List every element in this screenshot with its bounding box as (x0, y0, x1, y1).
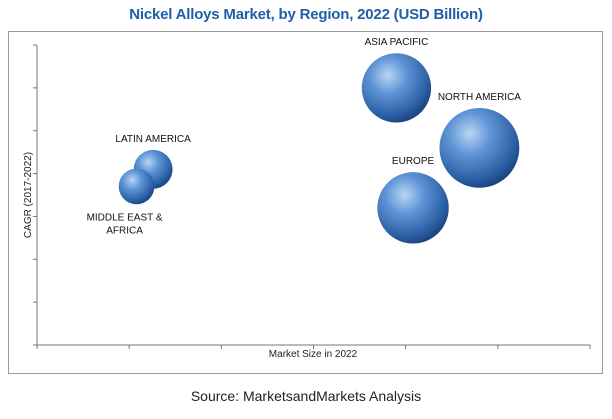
bubble-label: EUROPE (392, 156, 435, 167)
bubble-europe (377, 172, 449, 244)
source-note: Source: MarketsandMarkets Analysis (190, 388, 422, 404)
bubble-middle-east-africa (118, 168, 155, 205)
chart-frame (8, 31, 603, 374)
bubble-label: MIDDLE EAST & AFRICA (87, 212, 163, 236)
bubble-asia-pacific (361, 53, 432, 123)
x-axis-label: Market Size in 2022 (269, 349, 358, 360)
bubbles-group (118, 53, 520, 244)
bubble-label: NORTH AMERICA (438, 92, 521, 103)
bubble-label: ASIA PACIFIC (365, 37, 429, 48)
axes (33, 44, 591, 349)
y-axis-label: CAGR (2017-2022) (23, 152, 34, 238)
bubble-north-america (439, 107, 520, 188)
chart-title: Nickel Alloys Market, by Region, 2022 (U… (129, 6, 483, 23)
bubble-label: LATIN AMERICA (115, 134, 191, 145)
bubble-labels-group: ASIA PACIFIC NORTH AMERICA EUROPE LATIN AME… (87, 37, 522, 236)
